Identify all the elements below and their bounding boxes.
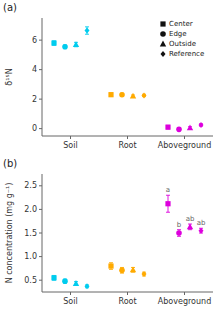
y-tick [39,185,42,186]
y-tick-label: 6 [32,36,37,45]
error-bar [199,228,203,233]
legend-label: Reference [169,50,204,58]
marker-triangle [73,280,79,286]
error-bar [120,267,124,273]
y-axis-label: δ¹⁵N [5,68,14,85]
x-tick-label: Root [118,141,136,150]
marker-triangle [187,223,193,229]
legend: Center Edge Outside Reference [160,20,204,58]
marker-diamond [85,283,90,289]
data-group [51,27,203,132]
chart: (a) δ¹⁵N 0 2 4 6 Soil Root Aboveground Center Edge… [0,0,219,312]
series [85,27,204,128]
x-tick-label: Root [118,297,136,306]
marker-circle [176,127,182,133]
x-tick [184,136,185,139]
y-tick [39,256,42,257]
x-tick [70,292,71,295]
error-bar [109,263,113,270]
y-axis-line [42,18,43,136]
series [62,44,182,132]
y-tick [39,233,42,234]
panel-title: (b) [3,158,17,169]
error-bar [63,279,67,283]
x-tick-label: Soil [63,297,77,306]
error-bar [166,195,170,212]
panel: (b) N concentration (mg g⁻¹) 0.5 1.0 1.5 2.0 2… [3,158,213,306]
annotation: a [166,186,170,194]
marker-diamond [142,271,147,277]
y-axis-label: N concentration (mg g⁻¹) [5,183,14,284]
series [51,195,170,280]
legend-marker [161,51,166,57]
x-tick [184,292,185,295]
error-bar [177,230,181,237]
marker-circle [62,44,68,50]
error-bar [52,275,56,280]
x-tick-label: Aboveground [158,141,211,150]
marker-circle [62,278,68,284]
y-tick [39,209,42,210]
legend-label: Outside [169,40,196,48]
legend-marker [160,31,166,37]
x-tick [70,136,71,139]
x-tick-label: Soil [63,141,77,150]
y-tick [39,40,42,41]
legend-label: Edge [169,30,187,38]
panel-title: (a) [3,2,17,13]
marker-triangle [130,93,136,99]
y-tick-label: 2.0 [24,205,37,214]
error-bar [166,125,170,129]
y-tick [39,128,42,129]
y-tick-label: 2 [32,95,37,104]
legend-label: Center [169,20,193,28]
annotation: ab [197,219,206,227]
marker-diamond [142,92,147,98]
error-bar [52,41,56,45]
marker-square [108,263,113,268]
y-tick [39,280,42,281]
marker-square [51,40,56,45]
x-tick [127,292,128,295]
marker-triangle [130,266,136,272]
marker-square [165,201,170,206]
y-tick-label: 2.5 [24,181,37,190]
marker-circle [119,267,125,273]
annotation: b [177,221,182,229]
y-tick-label: 0.5 [24,276,37,285]
marker-diamond [199,122,204,128]
x-tick [127,136,128,139]
marker-square [51,275,56,280]
data-group [51,195,203,289]
marker-square [108,92,113,97]
marker-circle [176,230,182,236]
panel: (a) δ¹⁵N 0 2 4 6 Soil Root Aboveground Center Edge… [3,2,213,150]
marker-triangle [73,41,79,47]
series [73,223,193,285]
marker-square [165,125,170,130]
series [62,230,182,284]
series [85,228,204,290]
x-tick-label: Aboveground [158,297,211,306]
marker-diamond [85,28,90,34]
error-bar [109,93,113,97]
legend-marker [160,21,165,26]
y-tick [39,99,42,100]
annotation: ab [186,215,195,223]
y-tick-label: 0 [32,124,37,133]
y-tick-label: 4 [32,65,37,74]
legend-marker [160,41,166,47]
marker-circle [119,92,125,98]
y-tick-label: 1.5 [24,229,37,238]
marker-triangle [187,124,193,130]
error-bar [85,27,89,34]
y-tick [39,69,42,70]
series [51,40,170,129]
y-tick-label: 1.0 [24,252,37,261]
marker-diamond [199,228,204,234]
